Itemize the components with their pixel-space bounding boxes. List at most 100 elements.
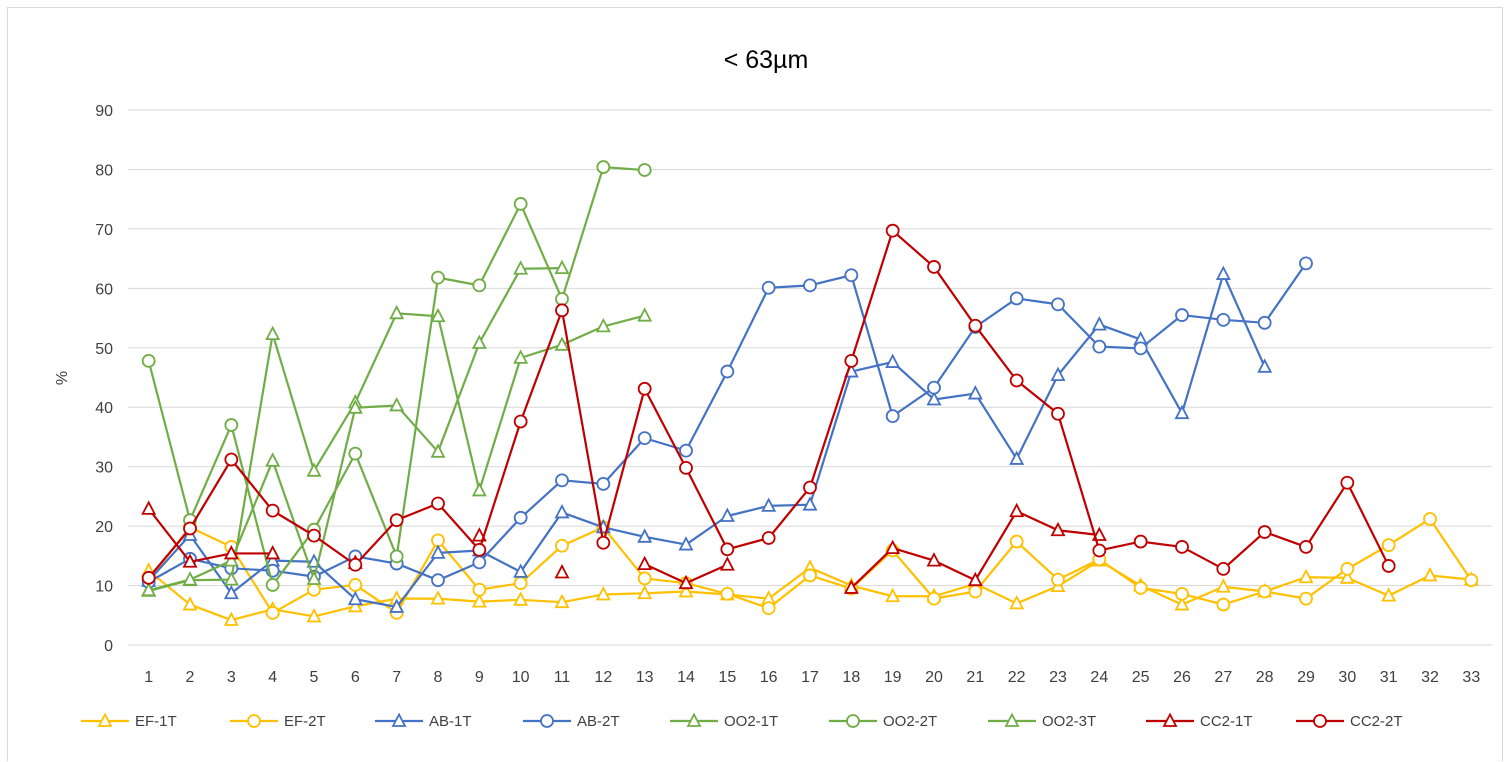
data-point bbox=[1175, 586, 1189, 601]
x-tick-label: 19 bbox=[884, 669, 902, 686]
data-point bbox=[1009, 502, 1025, 518]
data-point bbox=[802, 496, 818, 511]
data-point bbox=[1257, 358, 1273, 373]
data-point bbox=[1422, 567, 1438, 582]
data-point bbox=[389, 549, 404, 564]
data-point bbox=[1051, 406, 1065, 421]
data-point bbox=[182, 571, 198, 586]
data-point bbox=[555, 473, 569, 488]
data-point bbox=[720, 542, 735, 557]
data-point bbox=[513, 414, 528, 429]
data-point bbox=[1174, 404, 1190, 420]
data-point bbox=[430, 590, 446, 605]
data-point bbox=[472, 582, 487, 597]
data-point bbox=[307, 528, 321, 543]
legend-label: CC2-2T bbox=[1350, 713, 1403, 730]
data-point bbox=[1257, 584, 1272, 599]
data-point bbox=[1299, 591, 1313, 606]
series-ef-1t bbox=[141, 552, 1479, 626]
data-point bbox=[472, 555, 487, 570]
x-tick-label: 11 bbox=[554, 669, 571, 686]
data-point bbox=[637, 431, 652, 446]
data-point bbox=[471, 334, 487, 349]
data-point bbox=[1299, 540, 1313, 554]
data-point bbox=[307, 582, 321, 597]
data-point bbox=[223, 552, 239, 567]
legend-marker bbox=[686, 712, 702, 727]
data-point bbox=[430, 443, 446, 458]
data-point bbox=[679, 460, 693, 475]
data-point bbox=[348, 557, 363, 572]
series-line bbox=[147, 508, 273, 563]
data-point bbox=[141, 581, 157, 597]
x-tick-label: 2 bbox=[186, 669, 195, 686]
data-point bbox=[1423, 512, 1437, 526]
data-point bbox=[430, 307, 446, 323]
legend-label: OO2-3T bbox=[1042, 713, 1096, 730]
series-ef-2t bbox=[141, 512, 1479, 620]
x-tick-label: 14 bbox=[677, 669, 695, 686]
x-tick-label: 18 bbox=[842, 669, 860, 686]
data-point bbox=[1009, 534, 1024, 549]
data-point bbox=[431, 496, 445, 511]
data-point bbox=[1381, 538, 1396, 553]
data-point bbox=[1092, 339, 1107, 354]
data-point bbox=[306, 462, 322, 477]
y-tick-label: 70 bbox=[95, 222, 113, 239]
data-point bbox=[885, 223, 900, 238]
data-point bbox=[803, 278, 817, 293]
data-point bbox=[554, 503, 570, 519]
data-point bbox=[844, 268, 859, 283]
data-point bbox=[803, 480, 817, 495]
data-point bbox=[555, 303, 569, 318]
data-point bbox=[844, 353, 859, 368]
data-point bbox=[927, 591, 941, 606]
data-point bbox=[596, 535, 611, 550]
x-tick-label: 30 bbox=[1338, 669, 1356, 686]
legend-item-ef-1t: EF-1T bbox=[81, 712, 177, 730]
x-tick-label: 31 bbox=[1380, 669, 1398, 686]
data-point bbox=[720, 586, 735, 601]
legend-label: CC2-1T bbox=[1200, 713, 1253, 730]
legend: EF-1T EF-2T AB-1T AB-2T OO2-1T OO2-2T OO2-3T CC… bbox=[81, 712, 1403, 730]
data-point bbox=[1216, 597, 1231, 612]
y-tick-label: 60 bbox=[95, 281, 113, 298]
series-oo2-3t bbox=[141, 259, 570, 597]
data-point bbox=[513, 197, 528, 211]
data-point bbox=[141, 570, 156, 585]
data-point bbox=[926, 391, 942, 406]
legend-marker bbox=[846, 714, 860, 728]
x-tick-label: 6 bbox=[351, 669, 360, 686]
data-point bbox=[1051, 572, 1065, 587]
data-point bbox=[431, 573, 445, 588]
series-line bbox=[148, 262, 1307, 583]
data-point bbox=[719, 507, 735, 522]
data-point bbox=[927, 260, 941, 274]
x-tick-label: 20 bbox=[925, 669, 943, 686]
data-point bbox=[761, 280, 776, 295]
data-point bbox=[637, 381, 652, 396]
y-tick-label: 30 bbox=[95, 460, 113, 477]
data-point bbox=[719, 556, 735, 571]
series-layer bbox=[141, 160, 1479, 626]
x-tick-label: 17 bbox=[801, 669, 819, 686]
data-point bbox=[967, 571, 983, 587]
data-point bbox=[472, 542, 487, 557]
data-point bbox=[678, 583, 694, 598]
data-point bbox=[1009, 594, 1025, 610]
data-point bbox=[555, 292, 569, 306]
data-point bbox=[347, 597, 363, 613]
legend-marker bbox=[247, 714, 261, 728]
data-point bbox=[223, 611, 239, 626]
legend-label: OO2-1T bbox=[724, 713, 778, 730]
y-axis-label: % bbox=[54, 371, 71, 385]
x-tick-label: 22 bbox=[1008, 669, 1026, 686]
data-point bbox=[554, 336, 570, 351]
x-tick-label: 33 bbox=[1462, 669, 1480, 686]
data-point bbox=[1381, 587, 1397, 602]
legend-item-cc2-1t: CC2-1T bbox=[1146, 712, 1253, 730]
y-tick-label: 40 bbox=[95, 400, 113, 417]
legend-marker bbox=[391, 712, 407, 727]
series-cc2-2t bbox=[141, 223, 1396, 585]
y-tick-label: 0 bbox=[104, 638, 113, 655]
